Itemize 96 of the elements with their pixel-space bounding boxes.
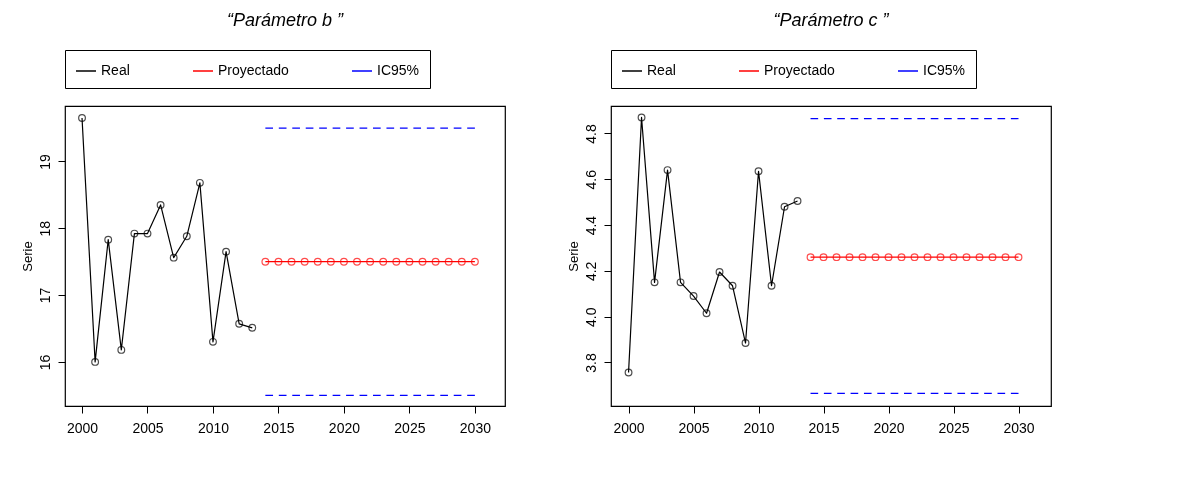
point xyxy=(313,257,322,266)
point xyxy=(104,235,113,244)
point xyxy=(1001,253,1010,262)
y-axis-title: Serie xyxy=(19,241,35,272)
point xyxy=(689,292,698,301)
point xyxy=(806,253,815,262)
point xyxy=(949,253,958,262)
point xyxy=(702,309,711,318)
point xyxy=(392,257,401,266)
y-tick-label: 4.8 xyxy=(582,124,599,144)
chart-title: “Parámetro c ” xyxy=(773,9,890,30)
point xyxy=(780,202,789,211)
legend-label: Proyectado xyxy=(218,62,290,78)
point xyxy=(819,253,828,262)
point xyxy=(676,278,685,287)
point xyxy=(248,323,257,332)
point xyxy=(1014,253,1023,262)
point xyxy=(182,232,191,241)
point xyxy=(418,257,427,266)
x-tick-label: 2005 xyxy=(132,419,164,436)
point xyxy=(209,337,217,346)
x-tick-label: 2015 xyxy=(263,419,295,436)
point xyxy=(728,281,737,290)
point xyxy=(156,200,165,209)
point xyxy=(274,257,283,266)
point xyxy=(287,257,296,266)
point xyxy=(910,253,919,262)
point xyxy=(988,253,997,262)
point xyxy=(353,257,361,266)
y-tick-label: 4.4 xyxy=(582,215,599,236)
point xyxy=(91,357,100,366)
point xyxy=(793,197,802,205)
point xyxy=(962,253,971,262)
point xyxy=(130,229,139,238)
point xyxy=(117,345,126,354)
x-tick-label: 2015 xyxy=(808,419,840,436)
point xyxy=(845,253,854,262)
x-tick-label: 2010 xyxy=(197,419,230,436)
legend-label: Real xyxy=(101,62,130,78)
x-tick-label: 2030 xyxy=(1003,419,1035,436)
x-tick-label: 2000 xyxy=(66,419,99,436)
x-tick-label: 2020 xyxy=(328,419,361,436)
x-tick-label: 2020 xyxy=(873,419,905,436)
point xyxy=(858,253,867,262)
point xyxy=(923,253,932,262)
y-tick-label: 19 xyxy=(36,153,53,170)
x-tick-label: 2025 xyxy=(394,419,426,436)
point xyxy=(897,253,906,262)
point xyxy=(222,247,231,256)
y-axis-title: Serie xyxy=(565,241,581,272)
point xyxy=(884,253,893,262)
point xyxy=(143,229,152,238)
point xyxy=(457,257,466,266)
point xyxy=(326,257,335,266)
point xyxy=(975,253,984,262)
y-tick-label: 4.6 xyxy=(582,169,599,190)
point xyxy=(767,281,776,290)
x-tick-label: 2010 xyxy=(743,419,775,436)
point xyxy=(235,319,244,328)
x-tick-label: 2005 xyxy=(678,419,710,436)
point xyxy=(871,253,880,262)
point xyxy=(405,257,414,266)
point xyxy=(78,114,86,122)
legend-label: Real xyxy=(647,62,676,78)
y-tick-label: 17 xyxy=(36,287,53,304)
chart-title: “Parámetro b ” xyxy=(226,9,345,30)
legend-label: IC95% xyxy=(923,62,966,78)
point xyxy=(169,253,178,262)
point xyxy=(261,257,270,266)
legend-label: IC95% xyxy=(377,62,420,78)
y-tick-label: 3.8 xyxy=(582,353,599,373)
y-tick-label: 18 xyxy=(36,220,53,237)
x-tick-label: 2025 xyxy=(938,419,970,436)
x-tick-label: 2030 xyxy=(459,419,492,436)
point xyxy=(300,257,309,266)
point xyxy=(754,167,763,176)
y-tick-label: 4.2 xyxy=(582,261,599,282)
point xyxy=(379,257,388,266)
point xyxy=(195,178,204,187)
point xyxy=(339,257,348,266)
y-tick-label: 16 xyxy=(36,354,53,371)
point xyxy=(936,253,945,262)
y-tick-label: 4.0 xyxy=(582,307,599,327)
point xyxy=(624,368,633,377)
point xyxy=(650,278,659,287)
point xyxy=(444,257,453,266)
point xyxy=(832,253,841,262)
point xyxy=(741,339,750,347)
x-tick-label: 2000 xyxy=(613,419,645,436)
point xyxy=(715,268,724,276)
point xyxy=(637,113,646,122)
point xyxy=(431,257,440,266)
legend-label: Proyectado xyxy=(764,62,836,78)
point xyxy=(470,257,479,266)
point xyxy=(663,166,672,175)
point xyxy=(366,257,375,266)
